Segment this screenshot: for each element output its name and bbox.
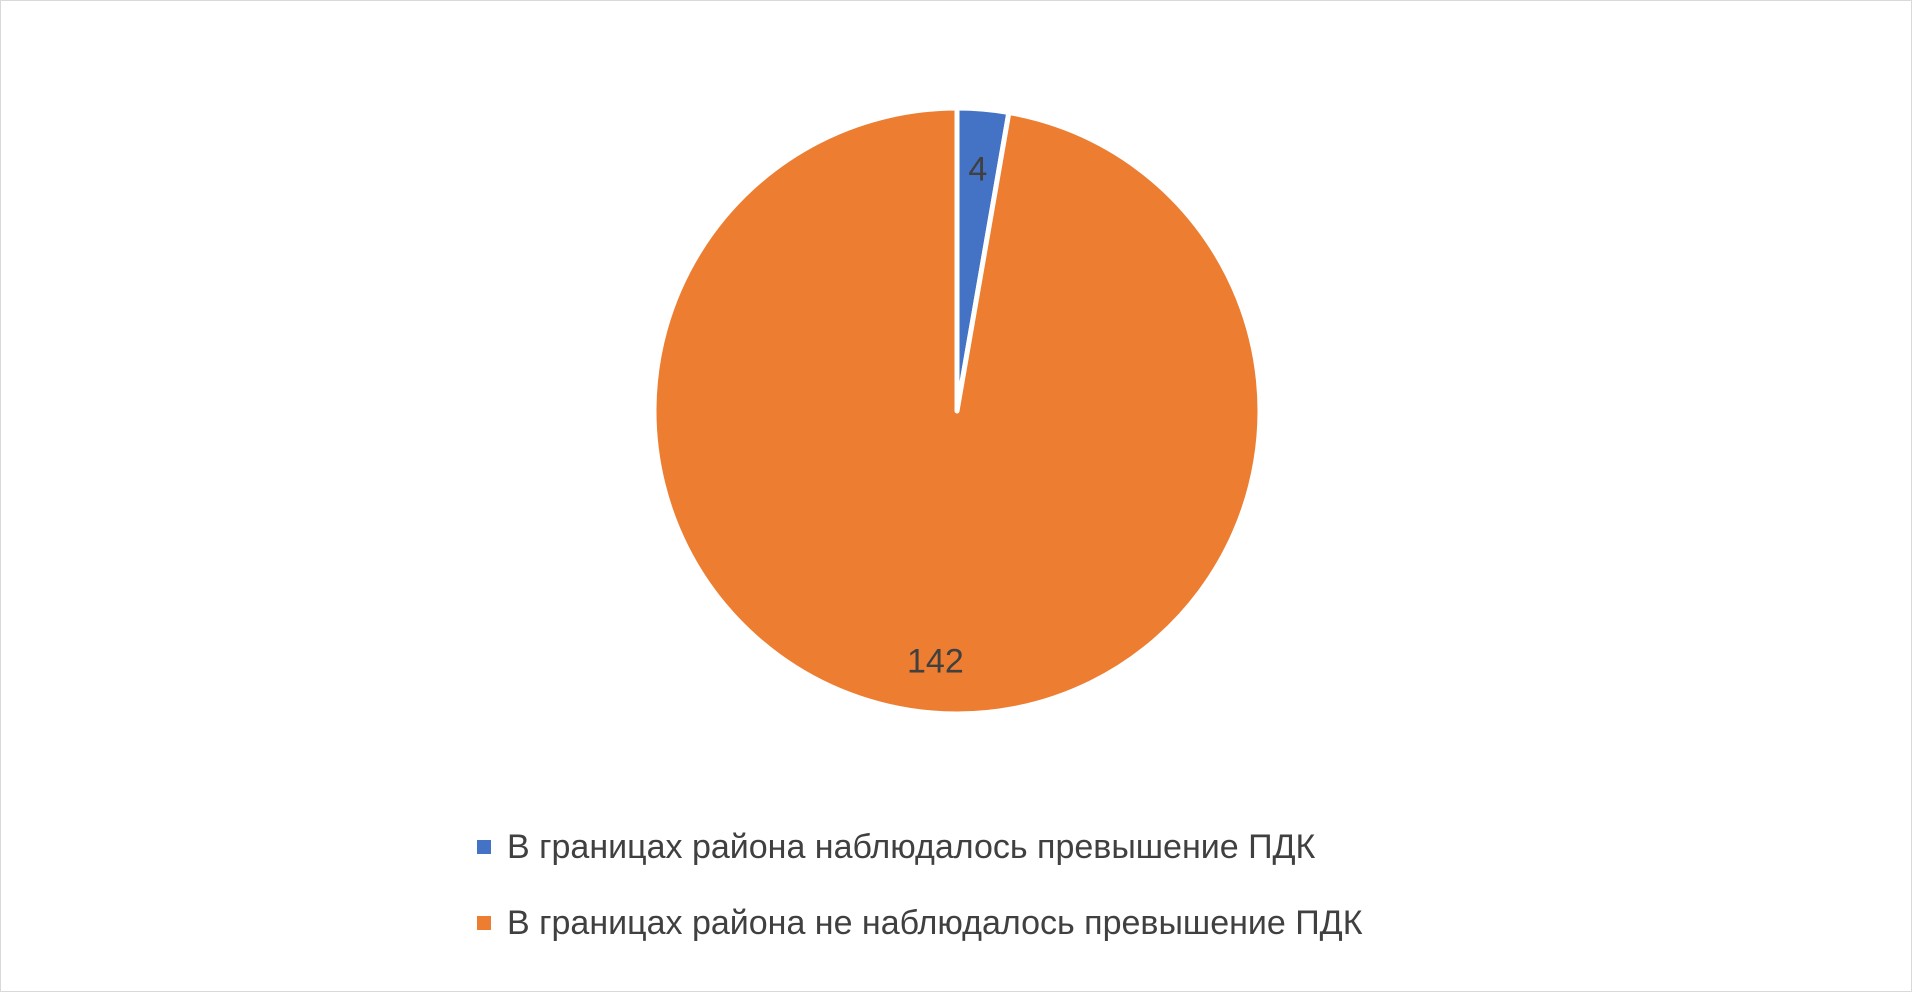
legend-swatch-exceeded [477,840,491,854]
pie-slices [651,105,1263,717]
data-label-exceeded: 4 [968,151,987,189]
legend-label-not-exceeded: В границах района не наблюдалось превыше… [507,904,1363,942]
pie-slice-not-exceeded [651,105,1263,717]
data-label-not-exceeded: 142 [907,643,964,681]
chart-legend: В границах района наблюдалось превышение… [477,827,1363,979]
legend-label-exceeded: В границах района наблюдалось превышение… [507,828,1316,866]
legend-item-exceeded: В границах района наблюдалось превышение… [477,827,1363,867]
legend-item-not-exceeded: В границах района не наблюдалось превыше… [477,903,1363,943]
pie-data-labels: 4 142 [907,151,987,681]
legend-swatch-not-exceeded [477,916,491,930]
